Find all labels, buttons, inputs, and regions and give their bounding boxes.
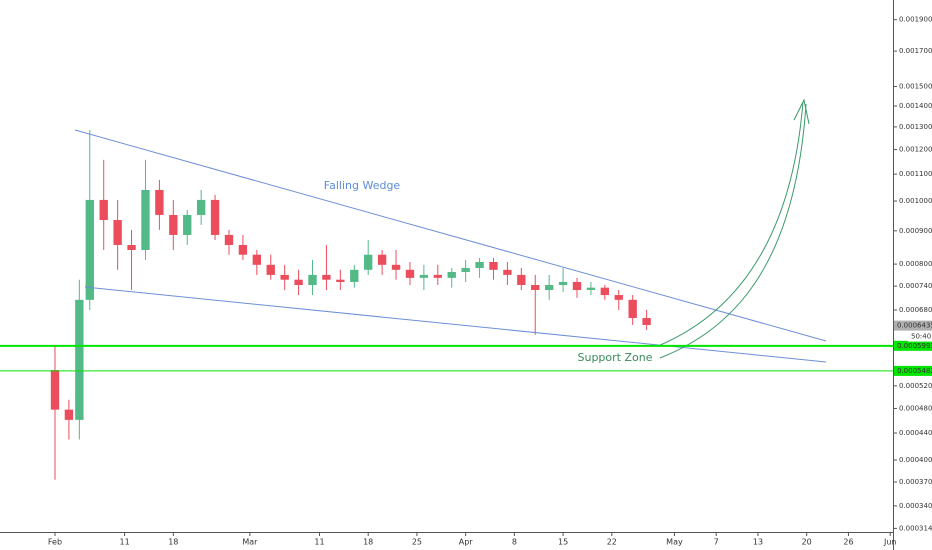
candle-body xyxy=(322,274,331,280)
candle-body xyxy=(99,199,108,221)
candle-body xyxy=(155,189,164,215)
candle-body xyxy=(433,274,442,278)
candle-body xyxy=(85,199,94,300)
candles xyxy=(50,129,651,480)
candle-body xyxy=(531,284,540,290)
x-tick-label: Mar xyxy=(242,538,258,547)
candle-body xyxy=(461,268,470,272)
x-tick-label: 18 xyxy=(363,538,373,547)
candle-body xyxy=(586,287,596,290)
x-tick-label: 7 xyxy=(714,538,719,547)
candle-body xyxy=(475,261,484,269)
candle-body xyxy=(364,254,373,270)
candle-body xyxy=(50,369,60,410)
x-tick-label: 13 xyxy=(753,538,763,547)
price-line-label: 0.0005991 xyxy=(897,342,932,350)
candle-body xyxy=(294,279,303,285)
candle-body xyxy=(75,299,84,420)
price-line-box xyxy=(894,340,932,351)
candle-body xyxy=(558,281,568,285)
candle-body xyxy=(391,264,401,270)
x-tick-label: 18 xyxy=(168,538,178,547)
candle-body xyxy=(308,274,317,285)
x-tick-label: Jun xyxy=(883,538,897,547)
candle-body xyxy=(266,264,275,275)
x-tick-label: Feb xyxy=(48,538,62,547)
price-line-label: 0.0005482 xyxy=(897,367,932,375)
candle-body xyxy=(614,295,623,300)
x-tick-label: 20 xyxy=(802,538,812,547)
wedge-upper-line xyxy=(74,129,827,342)
candle-body xyxy=(447,271,456,278)
x-tick-label: 15 xyxy=(558,538,568,547)
x-tick-label: 11 xyxy=(314,538,324,547)
support-label: Support Zone xyxy=(578,351,653,364)
candle-body xyxy=(196,199,206,215)
candle-body xyxy=(405,269,415,278)
price-axis-panel xyxy=(893,0,932,550)
countdown-label: 50:40 xyxy=(911,333,931,341)
candle-body xyxy=(280,274,289,280)
candle-body xyxy=(224,234,234,245)
candle-body xyxy=(238,244,248,255)
last-price-label: 0.0006435 xyxy=(897,322,932,330)
price-line-box xyxy=(894,365,932,376)
candle-body xyxy=(544,284,554,290)
price-lines xyxy=(0,344,893,372)
candle-body xyxy=(64,409,74,420)
candle-body xyxy=(517,274,526,285)
candle-body xyxy=(489,261,498,270)
candle-body xyxy=(169,214,178,235)
candle-body xyxy=(252,254,262,265)
candle-body xyxy=(419,274,429,278)
candle-body xyxy=(377,254,387,265)
candle-body xyxy=(628,299,637,319)
arrow-head xyxy=(793,98,810,125)
countdown-box xyxy=(908,331,932,342)
candle-body xyxy=(127,244,136,250)
wedge-lower-line xyxy=(84,286,827,363)
y-tick-label: 0.0003140 xyxy=(899,524,932,532)
x-tick-label: Apr xyxy=(459,538,474,547)
x-tick-label: 26 xyxy=(843,538,853,547)
candle-body xyxy=(600,287,610,296)
candle-body xyxy=(113,220,122,245)
candle-body xyxy=(183,214,192,235)
x-tick-label: 25 xyxy=(412,538,422,547)
candle-body xyxy=(572,281,582,290)
arrow-curve xyxy=(657,101,804,347)
candle-body xyxy=(336,279,345,282)
candle-body xyxy=(642,318,651,325)
x-tick-label: 22 xyxy=(607,538,617,547)
x-tick-label: 11 xyxy=(119,538,129,547)
last-price-box xyxy=(894,320,932,331)
candle-body xyxy=(350,269,359,282)
candle-body xyxy=(141,189,150,250)
candle-body xyxy=(503,269,512,275)
wedge-label: Falling Wedge xyxy=(324,179,401,192)
x-tick-label: 8 xyxy=(512,538,517,547)
candle-body xyxy=(210,199,220,235)
x-tick-label: May xyxy=(666,538,683,547)
